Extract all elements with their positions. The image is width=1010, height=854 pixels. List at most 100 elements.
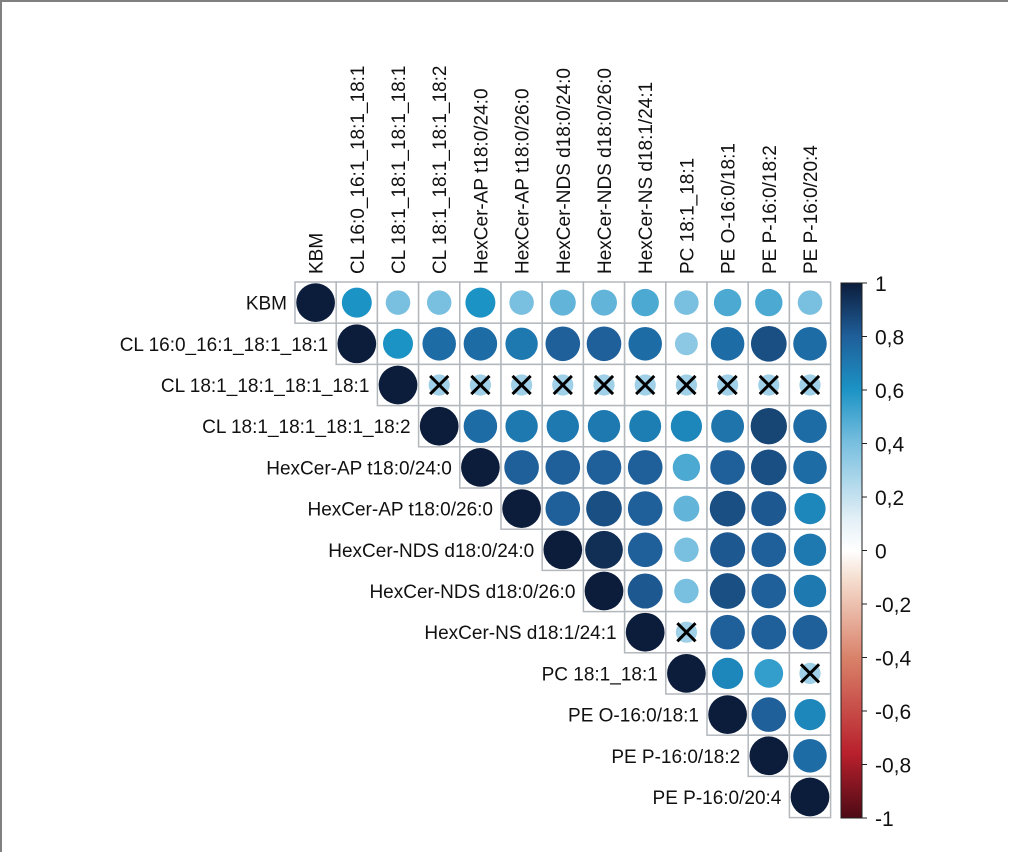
- cross-mark: [676, 374, 697, 396]
- corr-circle: [713, 288, 742, 317]
- corr-circle: [709, 573, 746, 609]
- corr-circle: [750, 449, 787, 486]
- column-label: HexCer-NDS d18:0/26:0: [595, 68, 616, 274]
- corr-circle: [710, 450, 745, 485]
- corr-circle: [749, 736, 789, 776]
- corr-circle: [383, 328, 413, 359]
- cross-mark: [593, 374, 615, 396]
- corr-circle: [545, 491, 581, 526]
- corr-circle: [793, 574, 827, 608]
- corr-circle: [543, 530, 583, 570]
- corr-circle: [674, 537, 699, 563]
- corr-circle: [505, 327, 538, 361]
- corr-circle: [708, 695, 747, 734]
- column-label: CL 16:0_16:1_18:1_18:1: [348, 66, 369, 274]
- grid-cell: [417, 363, 461, 407]
- corr-circle: [751, 573, 787, 609]
- corr-circle: [625, 612, 665, 652]
- corr-circle: [627, 491, 663, 526]
- cross-mark: [429, 374, 450, 396]
- column-label: KBM: [307, 233, 328, 274]
- corr-circle: [673, 495, 700, 522]
- corr-circle: [667, 654, 706, 693]
- corr-circle: [793, 450, 827, 485]
- corr-circle: [631, 288, 659, 317]
- row-label: CL 18:1_18:1_18:1_18:2: [202, 417, 410, 438]
- corr-circle: [793, 533, 827, 567]
- row-label: HexCer-AP t18:0/24:0: [266, 458, 452, 479]
- corr-circle: [296, 283, 335, 322]
- column-label: PE P-16:0/18:2: [760, 145, 781, 274]
- corr-circle: [461, 448, 500, 487]
- corr-circle: [586, 490, 622, 527]
- corr-circle: [751, 697, 787, 732]
- corr-circle: [711, 657, 744, 690]
- corr-circle: [628, 327, 662, 361]
- column-label: PC 18:1_18:1: [677, 158, 698, 274]
- corr-circle: [793, 739, 827, 773]
- colorbar-tick-label: 0: [875, 541, 887, 564]
- colorbar-tick-label: -0,2: [875, 594, 911, 617]
- corr-circle: [463, 327, 498, 361]
- corr-circle: [385, 290, 411, 315]
- corr-circle: [502, 489, 541, 528]
- corr-circle: [545, 326, 581, 362]
- corr-circle: [504, 450, 539, 485]
- corr-circle: [750, 408, 787, 445]
- row-label: HexCer-NDS d18:0/24:0: [328, 541, 534, 562]
- column-label: HexCer-AP t18:0/24:0: [471, 88, 492, 274]
- colorbar: 1 0,8 0,6 0,4 0,2 0 -0,2 -0,4 -0,6 -0,8 -1: [840, 273, 912, 831]
- corr-circle: [419, 406, 459, 446]
- corr-circle: [793, 409, 827, 443]
- row-label: CL 18:1_18:1_18:1_18:1: [161, 376, 369, 397]
- corr-circle: [754, 659, 784, 688]
- row-label: PE O-16:0/18:1: [568, 706, 699, 727]
- colorbar-tick-label: 0,6: [875, 380, 904, 403]
- colorbar-tick-label: -1: [875, 808, 894, 831]
- corr-circle: [790, 777, 830, 817]
- cross-mark: [470, 374, 491, 396]
- corr-circle: [627, 450, 663, 485]
- corr-circle: [549, 289, 576, 316]
- corr-circle: [585, 530, 623, 569]
- corr-circle: [755, 288, 783, 317]
- column-label: CL 18:1_18:1_18:1_18:1: [389, 66, 410, 274]
- colorbar-tick-label: -0,8: [875, 755, 911, 778]
- corr-circle: [750, 325, 787, 362]
- row-label: HexCer-NDS d18:0/26:0: [369, 582, 575, 603]
- colorbar-gradient: [840, 282, 863, 819]
- label-layer: KBM CL 16:0_16:1_18:1_18:1 CL 18:1_18:1_18…: [120, 66, 822, 809]
- column-label: PE O-16:0/18:1: [719, 143, 740, 274]
- corr-circle: [463, 409, 498, 443]
- corr-circle: [587, 409, 621, 443]
- corr-circle: [627, 573, 663, 609]
- corr-circle: [627, 532, 663, 568]
- colorbar-tick-label: 0,8: [875, 327, 904, 350]
- row-label: HexCer-NS d18:1/24:1: [424, 623, 616, 644]
- corr-circle: [751, 491, 787, 527]
- row-label: KBM: [246, 294, 287, 315]
- corr-circle: [794, 492, 826, 525]
- colorbar-tick-label: 1: [875, 273, 887, 296]
- corr-circle: [792, 614, 828, 650]
- cross-mark: [511, 374, 532, 396]
- colorbar-tick-label: -0,4: [875, 648, 912, 671]
- corr-circle: [591, 289, 617, 316]
- corr-circle: [711, 409, 745, 443]
- corr-circle: [794, 698, 826, 731]
- row-label: CL 16:0_16:1_18:1_18:1: [120, 335, 328, 356]
- corr-circle: [709, 490, 746, 527]
- cross-mark: [799, 663, 821, 684]
- colorbar-tick-label: -0,6: [875, 701, 911, 724]
- corr-circle: [674, 290, 699, 315]
- cross-mark: [758, 374, 779, 396]
- column-label: HexCer-NS d18:1/24:1: [636, 82, 657, 274]
- corr-circle: [505, 409, 538, 443]
- cross-mark: [552, 374, 573, 396]
- corr-circle: [586, 326, 622, 362]
- corr-circle: [674, 578, 699, 604]
- corr-circle: [629, 410, 662, 443]
- corr-circle: [793, 327, 827, 361]
- cross-mark: [799, 374, 821, 396]
